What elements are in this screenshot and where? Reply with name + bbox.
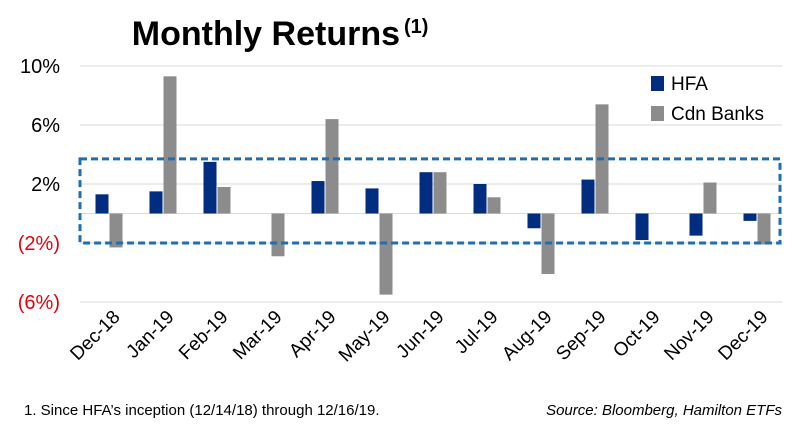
bar-hfa — [419, 172, 433, 214]
bar-hfa — [203, 161, 217, 214]
y-tick-label: (2%) — [18, 233, 60, 255]
x-tick-label: Apr-19 — [285, 307, 340, 362]
y-tick-label: 10% — [20, 56, 60, 78]
bar-hfa — [581, 179, 595, 214]
bar-cdn-banks — [109, 213, 123, 248]
legend-swatch — [651, 106, 664, 121]
bars — [95, 76, 771, 295]
highlight-band — [78, 157, 782, 245]
bar-cdn-banks — [325, 119, 339, 214]
bar-hfa — [689, 213, 703, 236]
x-tick-label: Oct-19 — [609, 307, 664, 362]
bar-hfa — [365, 188, 379, 214]
legend-label: Cdn Banks — [671, 104, 764, 125]
y-tick-label: 2% — [31, 174, 60, 196]
chart-title: Monthly Returns — [132, 15, 400, 53]
y-tick-label: (6%) — [18, 292, 60, 314]
x-tick-label: Jun-19 — [393, 307, 449, 363]
x-tick-label: Jan-19 — [123, 307, 179, 363]
bar-cdn-banks — [217, 186, 231, 214]
bar-cdn-banks — [487, 197, 501, 214]
bar-cdn-banks — [433, 172, 447, 214]
bar-cdn-banks — [379, 213, 393, 295]
x-tick-label: Jul-19 — [451, 307, 502, 358]
bar-hfa — [95, 194, 109, 214]
x-tick-label: Dec-19 — [714, 307, 772, 365]
y-tick-label: 6% — [31, 115, 60, 137]
bar-hfa — [149, 191, 163, 214]
source-note: Source: Bloomberg, Hamilton ETFs — [546, 402, 782, 419]
bar-cdn-banks — [163, 76, 177, 214]
legend-swatch — [651, 76, 664, 91]
legend: HFA Cdn Banks — [651, 74, 764, 125]
bar-cdn-banks — [757, 213, 771, 245]
bar-cdn-banks — [271, 213, 285, 257]
legend-label: HFA — [671, 74, 708, 95]
bar-hfa — [311, 181, 325, 214]
bar-hfa — [635, 213, 649, 241]
highlight-band-box — [78, 157, 782, 245]
x-tick-label: Aug-19 — [498, 307, 556, 365]
x-tick-label: Mar-19 — [229, 307, 286, 364]
x-axis-ticks: Dec-18Jan-19Feb-19Mar-19Apr-19May-19Jun-… — [66, 307, 772, 367]
bar-hfa — [527, 213, 541, 229]
bar-cdn-banks — [703, 182, 717, 214]
bar-hfa — [743, 213, 757, 221]
monthly-returns-chart: Monthly Returns (1) 10% 6% 2% (2%) (6%) Dec-… — [18, 15, 782, 367]
x-tick-label: May-19 — [335, 307, 395, 367]
x-tick-label: Sep-19 — [552, 307, 610, 365]
x-tick-label: Nov-19 — [660, 307, 718, 365]
x-tick-label: Feb-19 — [175, 307, 232, 364]
y-axis-ticks: 10% 6% 2% (2%) (6%) — [18, 56, 60, 314]
chart-title-superscript: (1) — [404, 16, 428, 38]
bar-hfa — [473, 184, 487, 214]
footnote: 1. Since HFA’s inception (12/14/18) thro… — [24, 402, 380, 419]
x-tick-label: Dec-18 — [66, 307, 124, 365]
